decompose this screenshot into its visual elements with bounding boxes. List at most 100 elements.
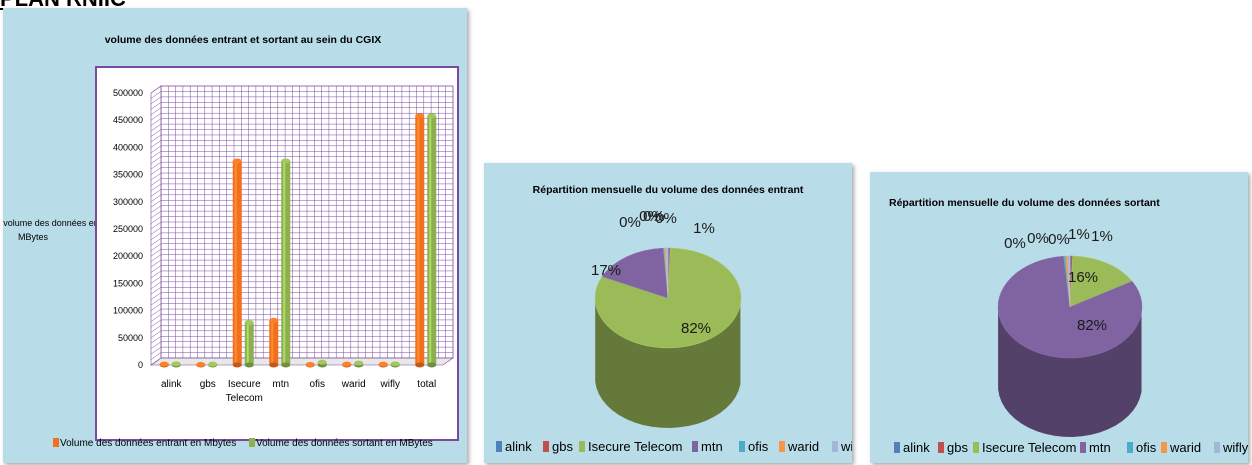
bar-ytick-labels: 0 50000 100000 150000 200000 250000 300000 3500… xyxy=(113,88,143,370)
pie-data-label: 0% xyxy=(643,208,665,225)
pie-entrant-slices xyxy=(594,247,742,428)
bar-highlight xyxy=(283,161,286,365)
pie-slice xyxy=(1067,255,1071,308)
pie-data-label: 1% xyxy=(1068,226,1090,243)
bar-body xyxy=(269,320,279,365)
bar-gridline-side xyxy=(150,227,162,235)
bar-base-cap xyxy=(415,362,425,368)
bar-category-label: total xyxy=(417,379,436,390)
bar-gridline-side xyxy=(150,259,162,268)
pie-slice xyxy=(665,247,669,299)
bar-ytick-label: 0 xyxy=(138,360,143,370)
bar-top-cap xyxy=(378,361,388,367)
pie-legend-label: ofis xyxy=(1136,440,1157,455)
bar-mark xyxy=(159,361,169,368)
bar-gridline-side xyxy=(150,112,162,121)
bar-highlight xyxy=(417,115,420,366)
pie-slice xyxy=(997,255,1143,359)
pie-legend-label: wifly xyxy=(840,439,852,454)
bar-legend-label: Volume des données entrant en Mbytes xyxy=(60,438,236,449)
pie-entrant-chart: Répartition mensuelle du volume des donn… xyxy=(496,184,852,454)
pie-legend-label: gbs xyxy=(552,439,573,454)
bar-chart-ylabel-line2: MBytes xyxy=(18,232,49,242)
bar-body xyxy=(415,115,425,366)
bar-legend-swatch xyxy=(249,438,255,447)
pie-data-label: 0% xyxy=(639,208,661,225)
bar-gridline-side xyxy=(150,325,162,333)
pie-legend-swatch xyxy=(894,442,900,453)
bar-chart-title: volume des données entrant et sortant au… xyxy=(105,34,382,46)
bar-gridline-side xyxy=(150,205,162,213)
bar-mark xyxy=(378,361,388,368)
pie-legend-label: ofis xyxy=(748,439,769,454)
bar-highlight xyxy=(429,115,432,366)
pie-legend-swatch xyxy=(1080,442,1086,453)
pie-entrant-legend: alink gbs Isecure Telecom mtn ofis warid wifly xyxy=(496,439,852,454)
pie-entrant-data-labels: 0%0%82%17%0%0%1% xyxy=(591,208,715,337)
pie-legend-swatch xyxy=(496,441,502,452)
bar-mark xyxy=(171,361,181,368)
pie-legend-label: mtn xyxy=(701,439,723,454)
bar-chart-panel: volume des données entrant et sortant au… xyxy=(3,8,467,463)
pie-data-label: 1% xyxy=(1091,228,1113,245)
pie-legend-swatch xyxy=(579,441,585,452)
pie-slice xyxy=(1069,255,1133,308)
pie-sortant-slices xyxy=(997,255,1143,437)
bar-gridline-side xyxy=(150,357,162,366)
bar-gridline-side xyxy=(150,85,162,94)
bar-gridline-side xyxy=(150,102,162,110)
bar-gridline-side xyxy=(150,183,162,192)
pie-legend-swatch xyxy=(1161,442,1167,453)
bar-category-label: warid xyxy=(341,379,366,390)
bar-ytick-label: 300000 xyxy=(113,197,143,207)
bar-legend: Volume des données entrant en Mbytes Volu… xyxy=(53,438,433,449)
bar-category-label: Telecom xyxy=(226,393,263,404)
bar-category-label: alink xyxy=(161,379,183,390)
bar-base-cap xyxy=(244,362,254,368)
bar-body xyxy=(244,322,254,365)
pie-data-label: 17% xyxy=(591,262,621,279)
bar-gridline-side xyxy=(150,265,162,273)
pie-legend-label: wifly xyxy=(1222,440,1248,455)
bar-mark xyxy=(305,361,315,368)
pie-legend-swatch xyxy=(692,441,698,452)
bar-gridline-side xyxy=(150,221,162,230)
bar-mark xyxy=(317,359,327,368)
bar-gridline-side xyxy=(150,314,162,322)
bar-gridline-side xyxy=(150,319,162,328)
bar-top-cap xyxy=(427,113,437,119)
pie-legend-label: alink xyxy=(505,439,532,454)
bar-mark xyxy=(354,360,364,368)
bar-chart-ylabel-line1: volume des données en xyxy=(3,218,99,228)
bar-ytick-label: 450000 xyxy=(113,115,143,125)
pie-legend-label: mtn xyxy=(1089,440,1111,455)
bar-top-cap xyxy=(196,361,206,367)
bar-gridline-side xyxy=(150,248,162,257)
bar-gridline-side xyxy=(150,151,162,159)
bar-gridline-side xyxy=(150,156,162,164)
bar-gridline-side xyxy=(150,118,162,126)
bar-gridline-side xyxy=(150,303,162,311)
bar-mark xyxy=(269,317,279,368)
bar-body xyxy=(232,161,242,365)
pie-slice-side xyxy=(595,301,741,428)
bar-top-cap xyxy=(390,361,400,367)
bar-gridline-side xyxy=(150,243,162,251)
bar-top-cap xyxy=(305,361,315,367)
bar-highlight xyxy=(271,320,274,365)
bar-gridline-side xyxy=(150,346,162,355)
pie-sides xyxy=(595,301,741,428)
bar-legend-swatch xyxy=(53,438,59,447)
bar-mark xyxy=(232,158,242,368)
bar-gridline-side xyxy=(150,129,162,137)
pie-data-label: 16% xyxy=(1068,269,1098,286)
pie-data-label: 0% xyxy=(1027,230,1049,247)
bar-gridline-side xyxy=(150,140,162,148)
bar-mark xyxy=(415,113,425,368)
bar-category-label: mtn xyxy=(272,379,289,390)
bar-gridline-side xyxy=(150,200,162,208)
pie-sides xyxy=(998,310,1142,437)
bar-category-label: ofis xyxy=(309,379,325,390)
bar-ytick-label: 100000 xyxy=(113,306,143,316)
bar-gridline-side xyxy=(150,270,162,279)
